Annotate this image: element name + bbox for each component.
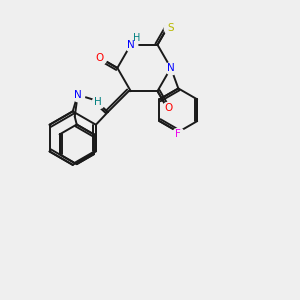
Text: N: N <box>74 90 82 100</box>
Text: O: O <box>164 103 172 112</box>
Text: H: H <box>94 97 102 107</box>
Text: S: S <box>167 22 174 33</box>
Text: F: F <box>176 129 181 139</box>
Text: N: N <box>127 40 135 50</box>
Text: O: O <box>96 53 104 63</box>
Text: N: N <box>167 63 175 73</box>
Text: H: H <box>133 33 140 43</box>
